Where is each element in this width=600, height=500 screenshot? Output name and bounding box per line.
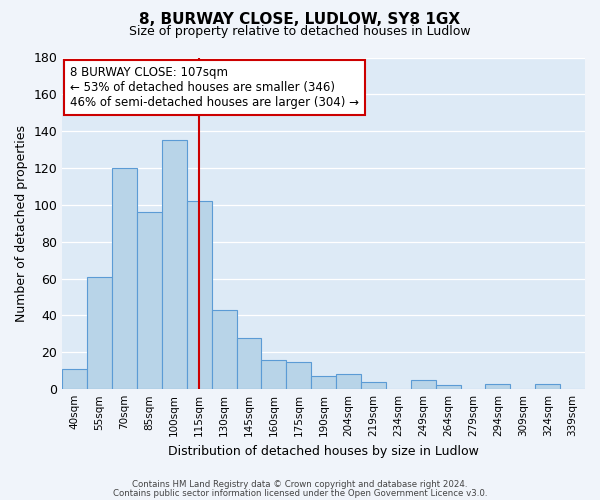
Text: Contains HM Land Registry data © Crown copyright and database right 2024.: Contains HM Land Registry data © Crown c… [132, 480, 468, 489]
Bar [535, 384, 560, 389]
Bar [286, 362, 311, 389]
Bar [62, 369, 87, 389]
Bar [436, 386, 461, 389]
Bar [112, 168, 137, 389]
Y-axis label: Number of detached properties: Number of detached properties [15, 125, 28, 322]
Bar [411, 380, 436, 389]
Text: 8, BURWAY CLOSE, LUDLOW, SY8 1GX: 8, BURWAY CLOSE, LUDLOW, SY8 1GX [139, 12, 461, 28]
Text: 8 BURWAY CLOSE: 107sqm
← 53% of detached houses are smaller (346)
46% of semi-de: 8 BURWAY CLOSE: 107sqm ← 53% of detached… [70, 66, 359, 109]
Text: Contains public sector information licensed under the Open Government Licence v3: Contains public sector information licen… [113, 489, 487, 498]
Bar [212, 310, 236, 389]
Bar [361, 382, 386, 389]
Bar [236, 338, 262, 389]
Bar [336, 374, 361, 389]
Text: Size of property relative to detached houses in Ludlow: Size of property relative to detached ho… [129, 25, 471, 38]
Bar [162, 140, 187, 389]
Bar [262, 360, 286, 389]
Bar [485, 384, 511, 389]
Bar [137, 212, 162, 389]
Bar [311, 376, 336, 389]
Bar [87, 277, 112, 389]
Bar [187, 201, 212, 389]
X-axis label: Distribution of detached houses by size in Ludlow: Distribution of detached houses by size … [168, 444, 479, 458]
